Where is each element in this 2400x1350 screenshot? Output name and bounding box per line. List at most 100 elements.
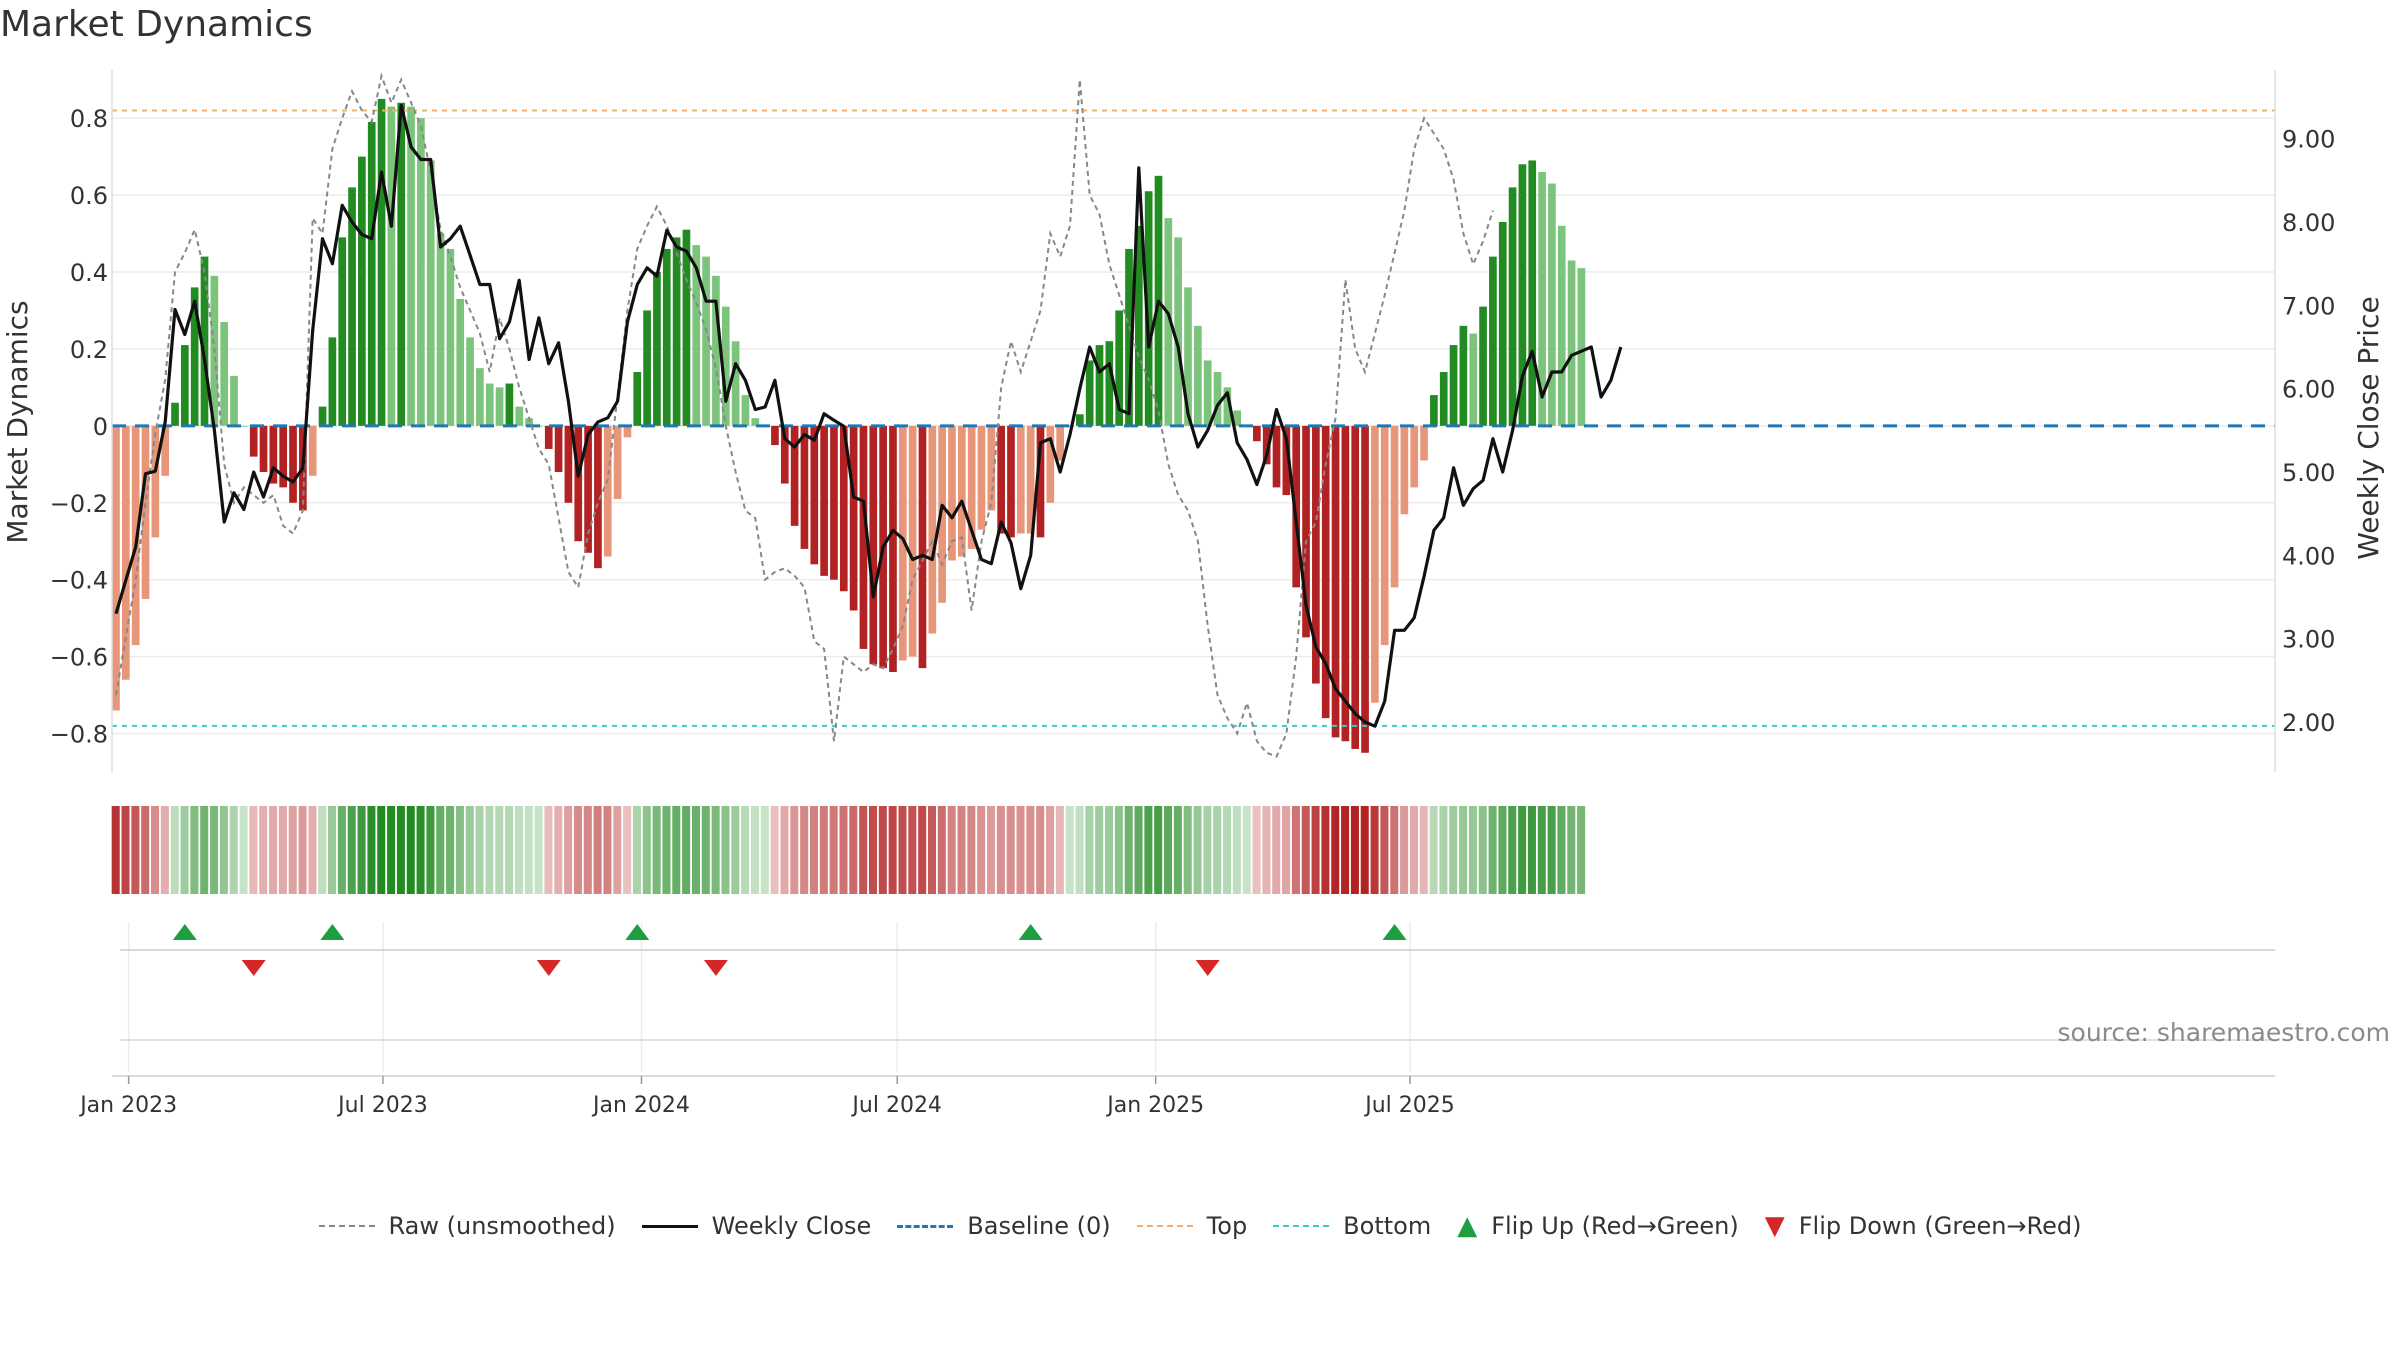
dynamics-bar: [1056, 425, 1064, 461]
y2-tick-label: 3.00: [2282, 626, 2335, 654]
flip-down-icon: ▼: [1764, 1211, 1785, 1241]
x-tick-label: Jul 2023: [336, 1093, 428, 1118]
regime-cell: [564, 806, 573, 894]
dynamics-bar: [348, 187, 356, 426]
legend-item-baseline[interactable]: Baseline (0): [897, 1212, 1111, 1240]
regime-cell: [318, 806, 327, 894]
y-tick-label: 0.6: [70, 182, 108, 210]
dynamics-bar: [751, 418, 760, 426]
regime-cell: [1301, 806, 1310, 894]
regime-cell: [1026, 806, 1035, 894]
regime-cell: [534, 806, 543, 894]
regime-cell: [829, 806, 838, 894]
regime-cell: [1380, 806, 1389, 894]
legend-item-flip-up[interactable]: ▲ Flip Up (Red→Green): [1457, 1212, 1739, 1240]
regime-cell: [1055, 806, 1064, 894]
dynamics-bar: [1075, 414, 1084, 426]
y-tick-label: 0: [93, 413, 108, 441]
regime-cell: [544, 806, 553, 894]
regime-cell: [927, 806, 937, 894]
dynamics-bar: [1262, 425, 1271, 465]
legend-item-flip-down[interactable]: ▼ Flip Down (Green→Red): [1765, 1212, 2082, 1240]
dynamics-bar: [830, 425, 838, 580]
dynamics-bar: [1498, 222, 1507, 426]
dynamics-bar: [780, 425, 789, 484]
regime-cell: [583, 806, 592, 894]
regime-cell: [1429, 806, 1438, 894]
regime-cell: [288, 806, 297, 894]
regime-cell: [269, 806, 278, 894]
regime-cell: [593, 806, 602, 894]
regime-cell: [1557, 806, 1566, 894]
dynamics-bar: [623, 425, 632, 438]
regime-cell: [485, 806, 494, 894]
regime-cell: [455, 806, 464, 894]
regime-cell: [210, 806, 219, 894]
dynamics-bar: [967, 425, 976, 549]
regime-cell: [396, 806, 405, 894]
regime-cell: [1321, 806, 1330, 894]
regime-cell: [1547, 806, 1556, 894]
regime-cell: [1291, 806, 1300, 894]
regime-cell: [298, 806, 307, 894]
dynamics-bar: [574, 425, 583, 542]
dynamics-bar: [495, 387, 504, 426]
regime-cell: [1075, 806, 1084, 894]
regime-cell: [249, 806, 258, 894]
dynamics-bar: [1479, 306, 1487, 426]
regime-cell: [1232, 806, 1241, 894]
regime-cell: [337, 806, 346, 894]
regime-cell: [1390, 806, 1399, 894]
regime-cell: [1173, 806, 1182, 894]
regime-cell: [750, 806, 759, 894]
legend-item-top[interactable]: Top: [1136, 1212, 1247, 1240]
regime-cell: [682, 806, 691, 894]
regime-cell: [1095, 806, 1104, 894]
dynamics-bar: [466, 337, 474, 426]
dynamics-bar: [1528, 160, 1537, 426]
legend-item-raw[interactable]: Raw (unsmoothed): [318, 1212, 616, 1240]
legend-item-bottom[interactable]: Bottom: [1273, 1212, 1431, 1240]
dynamics-bar: [584, 425, 592, 553]
dynamics-bar: [820, 425, 828, 576]
dynamics-bar: [1066, 425, 1074, 427]
y2-tick-label: 7.00: [2282, 292, 2335, 320]
regime-cell: [632, 806, 641, 894]
dynamics-bar: [1400, 425, 1409, 515]
dynamics-bar: [1577, 268, 1586, 426]
flip-down-marker: [703, 960, 728, 976]
dynamics-bar: [1095, 345, 1104, 426]
dynamics-bar: [948, 425, 956, 561]
dynamics-bar: [220, 322, 229, 426]
dynamics-bar: [112, 425, 120, 711]
raw-series: [115, 72, 1494, 758]
dynamics-bar: [800, 425, 809, 549]
y-tick-label: −0.6: [50, 644, 108, 672]
regime-cell: [1016, 806, 1025, 894]
dynamics-bar: [1105, 341, 1114, 426]
regime-cell: [908, 806, 917, 894]
flip-down-marker: [536, 960, 561, 976]
dynamics-bar: [1557, 225, 1566, 426]
regime-cell: [996, 806, 1005, 894]
regime-cell: [229, 806, 238, 894]
dynamics-bar: [1292, 425, 1301, 588]
dynamics-bar: [1508, 187, 1517, 426]
dynamics-bar: [682, 229, 691, 426]
y2-axis-title: Weekly Close Price: [2352, 296, 2385, 559]
regime-cell: [603, 806, 612, 894]
regime-cell: [691, 806, 700, 894]
flip-down-marker: [241, 960, 266, 976]
regime-cell: [219, 806, 228, 894]
dynamics-bar: [928, 425, 937, 634]
y-tick-label: −0.2: [50, 490, 108, 518]
legend-item-close[interactable]: Weekly Close: [641, 1212, 871, 1240]
close-series: [114, 103, 1623, 728]
dynamics-bar: [1016, 425, 1025, 534]
regime-cell: [898, 806, 907, 894]
dynamics-bar: [1213, 372, 1222, 426]
regime-cell: [426, 806, 435, 894]
dynamics-bar: [564, 425, 573, 503]
regime-cell: [1498, 806, 1507, 894]
flip-up-marker: [625, 924, 650, 940]
